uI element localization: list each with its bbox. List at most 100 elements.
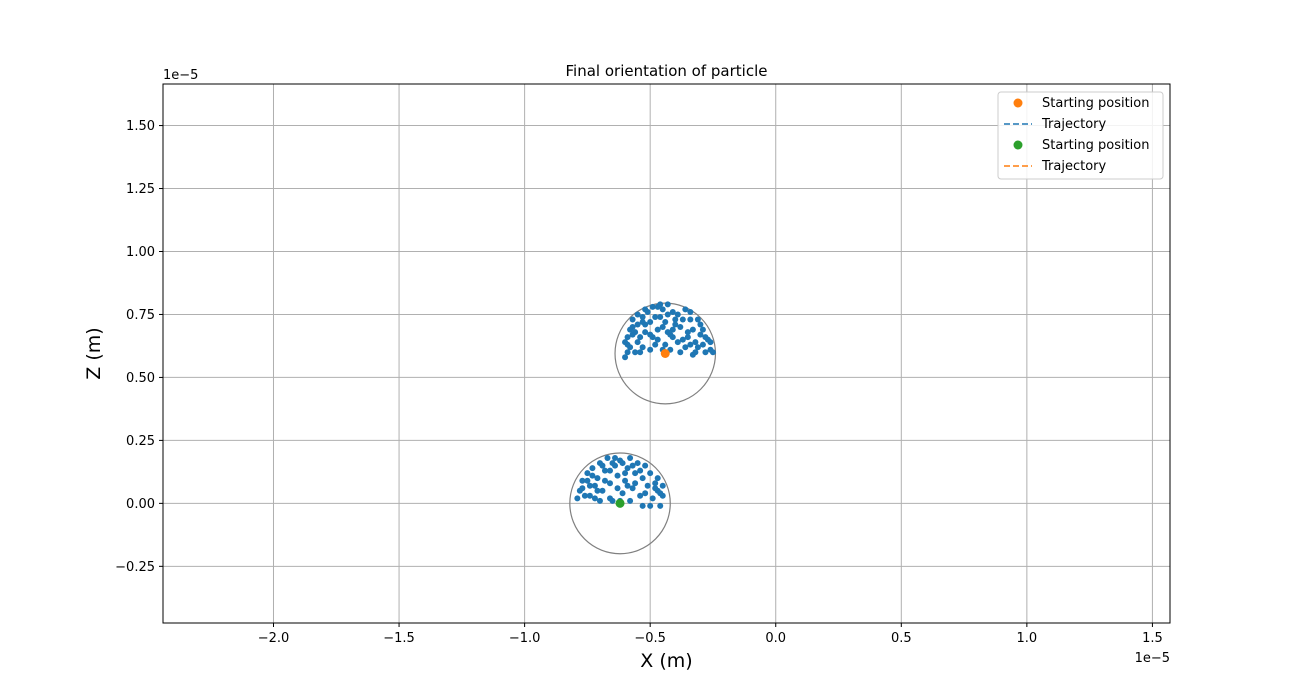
trajectory-point	[637, 349, 644, 356]
trajectory-point	[632, 329, 639, 336]
trajectory-point	[657, 502, 664, 509]
y-tick-label: 1.00	[126, 245, 155, 260]
y-axis-label: Z (m)	[83, 327, 105, 379]
trajectory-point	[659, 482, 666, 489]
trajectory-point	[699, 326, 706, 333]
axes-frame	[162, 83, 1171, 624]
trajectory-point	[657, 301, 664, 308]
trajectory-point	[629, 485, 636, 492]
trajectory-point	[662, 341, 669, 348]
trajectory-point	[669, 308, 676, 315]
trajectory-point	[659, 306, 666, 313]
trajectory-point	[629, 462, 636, 469]
legend-handles	[1004, 98, 1032, 167]
trajectory-point	[647, 502, 654, 509]
trajectory-point	[697, 321, 704, 328]
trajectory-point	[677, 349, 684, 356]
y-tick-label: 0.25	[126, 434, 155, 449]
trajectory-point	[589, 465, 596, 472]
trajectory-point	[634, 311, 641, 318]
trajectory-point	[664, 311, 671, 318]
trajectory-point	[694, 316, 701, 323]
trajectory-point	[619, 460, 626, 467]
axis-ticks: −2.0 −1.5 −1.0 −0.5 0.0 0.5 1.0 1.5 −0.25 0.00 0.2…	[115, 119, 1163, 646]
legend-marker	[1013, 140, 1023, 150]
trajectory-point	[652, 480, 659, 487]
trajectory-point	[632, 470, 639, 477]
trajectory-point	[637, 492, 644, 499]
legend-label-start-green: Starting position	[1042, 138, 1150, 153]
trajectory-point	[637, 467, 644, 474]
legend-label-trajectory-blue: Trajectory	[1041, 117, 1106, 132]
legend-marker	[1013, 98, 1023, 108]
trajectory-point	[642, 462, 649, 469]
particle-outline	[569, 452, 671, 555]
trajectory-point	[639, 319, 646, 326]
x-tick-label: 0.0	[765, 631, 786, 646]
trajectory-point	[697, 331, 704, 338]
trajectory-point	[682, 306, 689, 313]
trajectory-point	[594, 487, 601, 494]
trajectory-point	[647, 346, 654, 353]
trajectory-point	[599, 462, 606, 469]
trajectory-point	[589, 472, 596, 479]
trajectory-point	[702, 349, 709, 356]
trajectory-point	[654, 475, 661, 482]
trajectory-point	[586, 482, 593, 489]
trajectory-point	[657, 490, 664, 497]
trajectory-point	[606, 467, 613, 474]
trajectory-point	[596, 497, 603, 504]
trajectory-point	[707, 339, 714, 346]
trajectory-point	[642, 490, 649, 497]
trajectory-point	[634, 321, 641, 328]
trajectory-point	[627, 326, 634, 333]
y-tick-label: 0.00	[126, 497, 155, 512]
trajectory-point	[662, 319, 669, 326]
trajectory-point	[639, 502, 646, 509]
x-offset-text: 1e−5	[1135, 651, 1170, 666]
trajectory-point	[584, 470, 591, 477]
trajectory-point	[591, 495, 598, 502]
legend-label-start-orange: Starting position	[1042, 96, 1150, 111]
trajectory-point	[581, 492, 588, 499]
chart-title: Final orientation of particle	[566, 62, 768, 80]
trajectory-point	[647, 319, 654, 326]
trajectory-point	[627, 497, 634, 504]
trajectory-point	[601, 477, 608, 484]
x-tick-label: 1.0	[1017, 631, 1038, 646]
trajectory-point	[684, 329, 691, 336]
trajectory-point	[652, 341, 659, 348]
trajectory-point	[599, 487, 606, 494]
trajectory-point	[634, 460, 641, 467]
trajectory-point	[606, 480, 613, 487]
trajectory-point	[677, 324, 684, 331]
trajectory-point	[601, 467, 608, 474]
trajectory-point	[672, 321, 679, 328]
trajectory-point	[639, 313, 646, 320]
trajectory-point	[684, 334, 691, 341]
x-axis-label: X (m)	[640, 650, 692, 672]
trajectory-point	[609, 460, 616, 467]
trajectory-point	[667, 331, 674, 338]
trajectory-point	[574, 495, 581, 502]
x-tick-label: −0.5	[634, 631, 666, 646]
trajectory-point	[606, 495, 613, 502]
x-tick-label: −1.5	[383, 631, 415, 646]
trajectory-point	[669, 326, 676, 333]
trajectory-point	[657, 313, 664, 320]
y-tick-label: 0.75	[126, 308, 155, 323]
y-tick-label: 1.25	[126, 182, 155, 197]
trajectory-point	[591, 482, 598, 489]
trajectory-point	[654, 336, 661, 343]
trajectory-point	[594, 475, 601, 482]
trajectory-point	[624, 349, 631, 356]
trajectory-point	[654, 326, 661, 333]
trajectory-point	[679, 316, 686, 323]
trajectory-point	[614, 472, 621, 479]
trajectory-point	[624, 465, 631, 472]
trajectory-point	[624, 341, 631, 348]
trajectory-point	[652, 485, 659, 492]
trajectory-point	[624, 334, 631, 341]
x-tick-label: 1.5	[1142, 631, 1163, 646]
trajectory-point	[674, 311, 681, 318]
